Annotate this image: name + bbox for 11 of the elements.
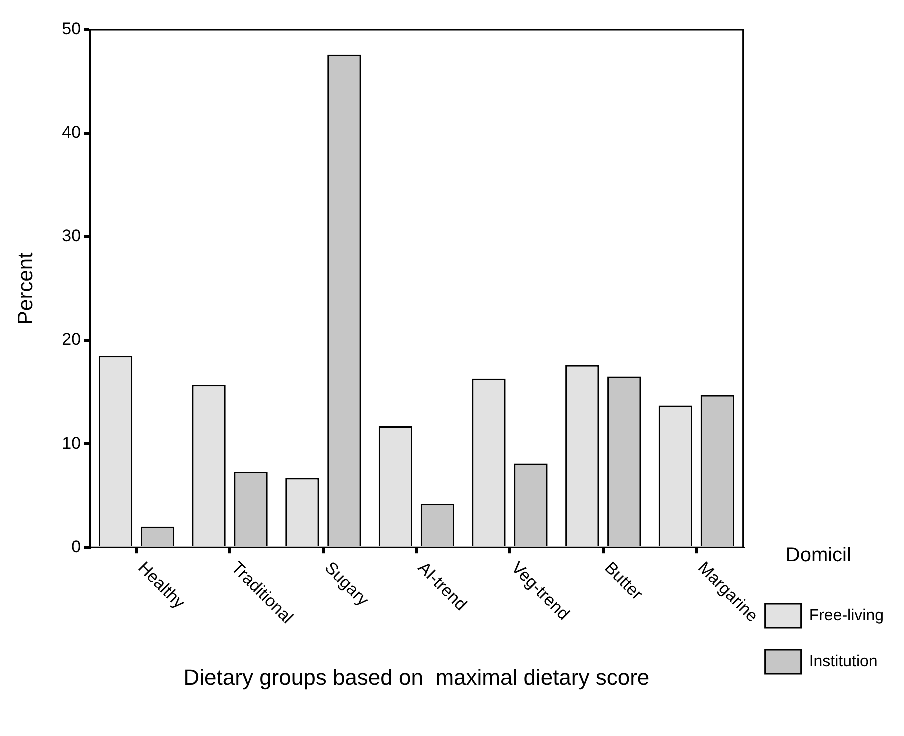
y-axis-title: Percent <box>14 252 38 325</box>
x-axis-title: Dietary groups based on maximal dietary score <box>184 664 650 690</box>
legend-label: Institution <box>809 653 878 670</box>
y-tick-label: 40 <box>62 123 82 142</box>
legend-label: Free-living <box>809 607 884 624</box>
y-tick-label: 10 <box>62 434 82 453</box>
y-tick-label: 20 <box>62 330 82 350</box>
legend-title: Domicil <box>786 544 852 567</box>
y-tick-label: 30 <box>62 226 82 246</box>
y-tick-label: 0 <box>72 537 82 556</box>
y-tick-label: 50 <box>62 20 82 39</box>
